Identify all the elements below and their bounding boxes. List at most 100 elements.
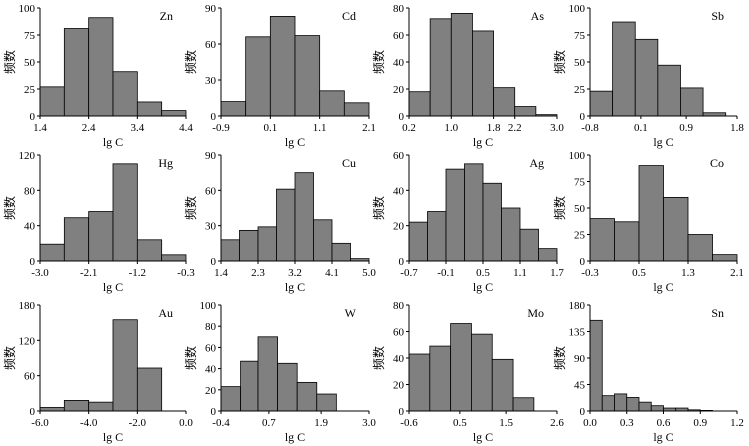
histogram-bar (491, 358, 514, 412)
histogram-bar (88, 211, 114, 262)
x-tick-label: 0.0 (179, 417, 193, 429)
y-tick-label: 80 (393, 3, 405, 15)
y-tick-label: 40 (393, 353, 405, 365)
x-tick-label: 0.5 (476, 267, 490, 279)
x-tick-label: 2.6 (550, 417, 564, 429)
x-tick-label: 1.8 (730, 122, 744, 134)
histogram-bar (429, 18, 452, 117)
histogram-bar (601, 395, 615, 412)
y-tick-label: 60 (205, 342, 217, 354)
histogram-bar (296, 381, 318, 412)
x-tick-label: -2.0 (129, 417, 147, 429)
y-tick-label: 0 (30, 256, 36, 268)
x-tick-label: 0.3 (620, 417, 634, 429)
y-tick-label: 0 (211, 256, 217, 268)
y-tick-label: 60 (24, 371, 36, 383)
y-tick-label: 80 (24, 185, 36, 197)
histogram-bar (112, 163, 138, 262)
histogram-bar (519, 228, 539, 262)
histogram-bar (136, 367, 163, 412)
histogram-panel-mo: -0.6 0.5 1.5 2.6 0 20 40 60 80 Mo lg C 频数 (371, 300, 564, 444)
y-tick-label: 25 (574, 84, 586, 96)
histogram-bar (112, 319, 138, 412)
histogram-bar (277, 362, 298, 412)
y-tick-label: 25 (574, 230, 586, 242)
histogram-bar (626, 397, 640, 412)
histogram-panel-w: -0.4 0.7 1.9 3.0 0 20 40 60 80 100 Wlg C 频数 (183, 300, 376, 444)
histogram-bar (663, 196, 689, 262)
element-label: Ag (529, 156, 544, 170)
histogram-bar (257, 226, 277, 262)
y-axis-title: 频数 (183, 196, 198, 220)
x-tick-label: 4.1 (325, 267, 339, 279)
histogram-bar (512, 397, 535, 412)
histogram-bar (245, 36, 271, 117)
x-tick-label: 0.1 (634, 122, 648, 134)
x-tick-label: 2.1 (730, 267, 744, 279)
histogram-bar (464, 163, 484, 262)
y-tick-label: 90 (574, 353, 586, 365)
histogram-bar (63, 217, 90, 262)
histogram-bar (316, 393, 337, 412)
x-tick-label: 1.4 (214, 267, 228, 279)
y-tick-label: 75 (574, 177, 586, 189)
x-axis-title: lg C (653, 135, 673, 149)
x-tick-label: -0.9 (212, 122, 230, 134)
histogram-bar (650, 405, 664, 412)
x-tick-label: 0.9 (693, 417, 707, 429)
x-tick-label: -0.7 (400, 267, 418, 279)
y-tick-label: 75 (24, 30, 36, 42)
x-tick-label: 0.0 (583, 417, 597, 429)
y-tick-label: 80 (205, 321, 217, 333)
histogram-panel-ag: -0.7 -0.1 0.5 1.1 1.7 0 20 40 60 Ag lg C 频数 (371, 150, 564, 294)
histogram-bar (514, 106, 537, 117)
histogram-bar (427, 211, 447, 262)
element-label: Zn (160, 9, 173, 23)
y-tick-label: 120 (19, 335, 36, 347)
x-tick-label: 2.3 (251, 267, 265, 279)
y-tick-label: 40 (393, 57, 405, 69)
x-axis-title: lg C (473, 430, 493, 444)
histogram-panel-sb: -0.8 0.1 0.9 1.8 0 25 50 75 100 Sb lg C 频数 (552, 3, 744, 149)
histogram-bar (220, 101, 247, 117)
element-label: As (531, 9, 545, 23)
histogram-bar (408, 91, 431, 117)
histogram-bar (638, 401, 652, 412)
x-tick-label: 1.5 (499, 417, 513, 429)
histogram-bar (471, 333, 493, 412)
y-axis-title: 频数 (2, 346, 17, 370)
y-tick-label: 90 (205, 3, 217, 15)
histogram-bar (239, 229, 259, 262)
y-tick-label: 100 (19, 3, 36, 15)
histogram-bar (343, 102, 370, 117)
histogram-bar (614, 393, 628, 412)
histogram-bar (482, 182, 502, 262)
y-tick-label: 0 (580, 406, 586, 418)
histogram-bar (634, 38, 659, 117)
y-tick-label: 0 (211, 406, 217, 418)
histogram-bar (39, 86, 65, 117)
histogram-bar (450, 323, 472, 412)
y-tick-label: 50 (574, 57, 586, 69)
histogram-bar (63, 28, 90, 117)
histogram-bar (493, 87, 516, 117)
y-tick-label: 60 (205, 39, 217, 51)
y-axis-title: 频数 (183, 50, 198, 74)
y-tick-label: 30 (205, 221, 217, 233)
y-axis-title: 频数 (371, 50, 386, 74)
element-label: Cd (342, 9, 356, 23)
element-label: Hg (158, 156, 173, 170)
x-tick-label: 0.7 (262, 417, 276, 429)
histogram-bar (39, 243, 65, 262)
histogram-bar (269, 15, 296, 117)
x-axis-title: lg C (285, 430, 305, 444)
y-tick-label: 120 (19, 150, 36, 162)
x-tick-label: 1.8 (487, 122, 501, 134)
histogram-bar (161, 254, 187, 262)
histogram-bar (589, 90, 614, 117)
histogram-bar (657, 64, 681, 117)
histogram-bar (712, 254, 738, 262)
x-tick-label: 0.6 (657, 417, 671, 429)
x-tick-label: -2.1 (80, 267, 97, 279)
